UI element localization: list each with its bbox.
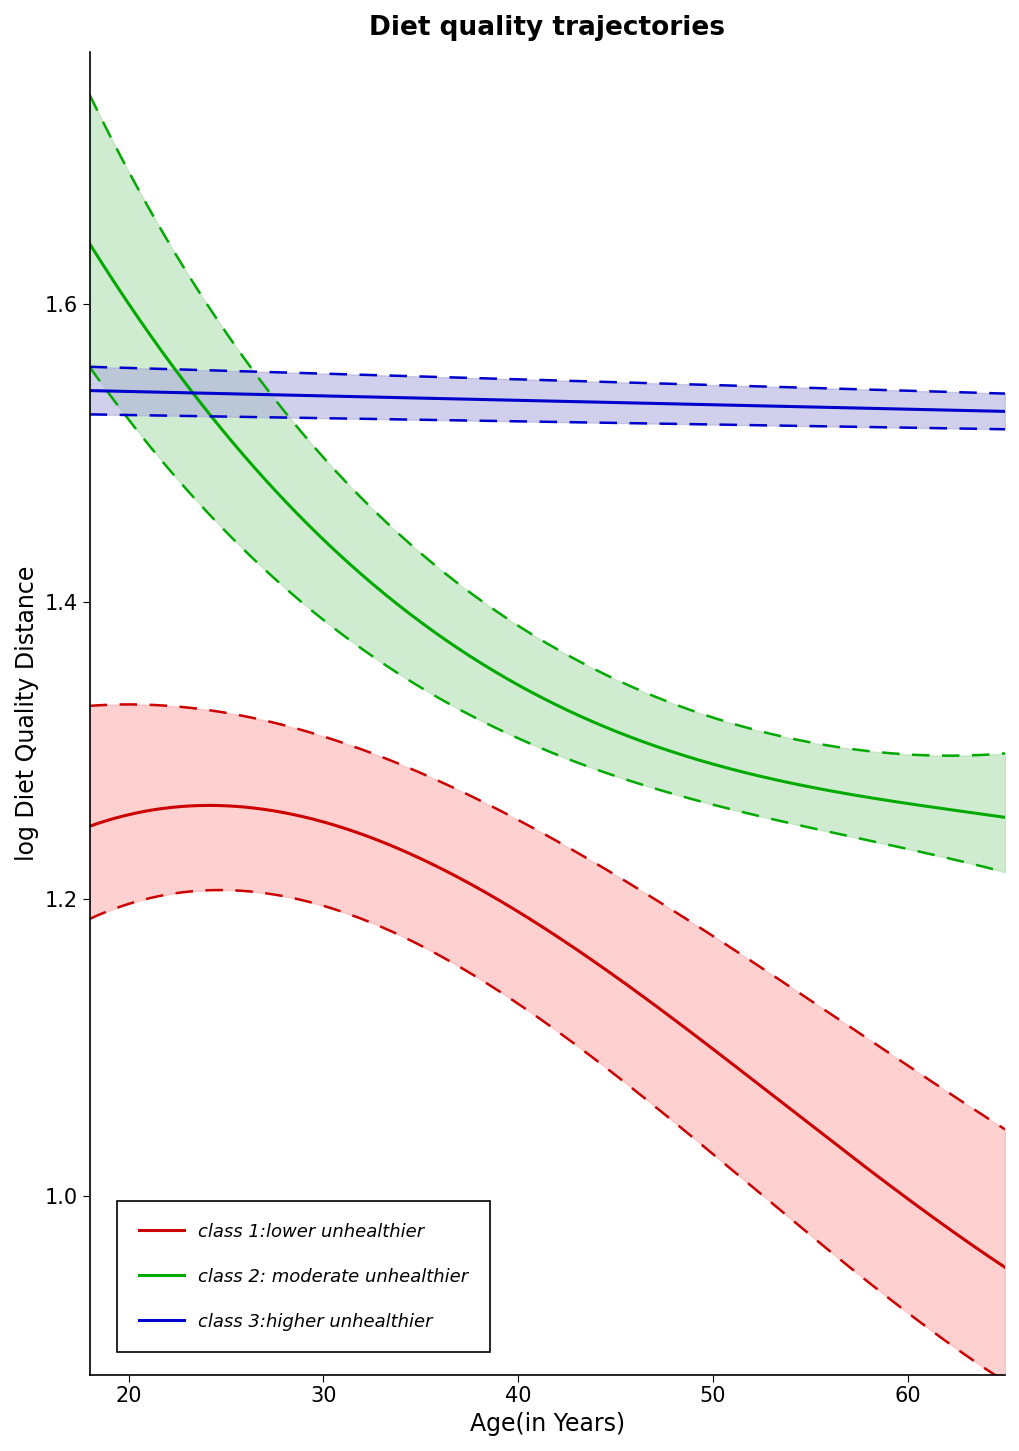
Title: Diet quality trajectories: Diet quality trajectories xyxy=(369,15,725,41)
X-axis label: Age(in Years): Age(in Years) xyxy=(470,1412,625,1436)
Y-axis label: log Diet Quality Distance: log Diet Quality Distance xyxy=(15,566,39,860)
Legend: class 1:lower unhealthier, class 2: moderate unhealthier, class 3:higher unhealt: class 1:lower unhealthier, class 2: mode… xyxy=(117,1201,489,1352)
